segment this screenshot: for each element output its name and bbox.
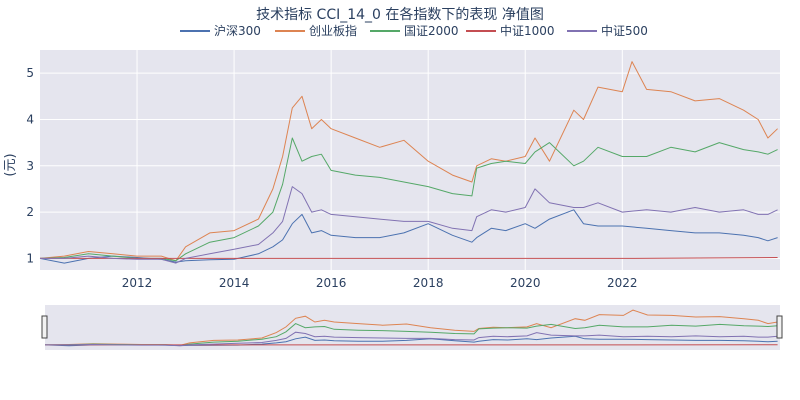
legend-item[interactable]: 中证1000 xyxy=(466,23,555,38)
series-line-4 xyxy=(40,186,778,264)
chart-title: 技术指标 CCI_14_0 在各指数下的表现 净值图 xyxy=(256,7,544,23)
plot-area[interactable] xyxy=(40,50,780,270)
series-line-0 xyxy=(39,209,778,264)
y-tick-label: 4 xyxy=(26,112,34,126)
range-slider[interactable] xyxy=(45,305,780,350)
slider-series-line-1 xyxy=(44,309,778,346)
slider-series-line-2 xyxy=(44,323,778,346)
series-line-1 xyxy=(39,61,778,262)
x-tick-label: 2020 xyxy=(510,276,541,290)
legend-label: 国证2000 xyxy=(404,24,459,38)
legend-item[interactable]: 沪深300 xyxy=(180,24,261,38)
slider-handle-icon[interactable] xyxy=(776,315,783,339)
x-tick-label: 2022 xyxy=(607,276,638,290)
series-lines xyxy=(39,61,778,264)
x-tick-label: 2018 xyxy=(413,276,444,290)
slider-handle-icon[interactable] xyxy=(41,315,48,339)
y-axis-label: (元) xyxy=(3,153,18,176)
y-tick-label: 2 xyxy=(26,205,34,219)
x-tick-label: 2012 xyxy=(122,276,153,290)
legend-label: 中证1000 xyxy=(500,23,555,38)
range-slider-right-handle[interactable] xyxy=(776,315,783,339)
y-tick-label: 3 xyxy=(26,159,34,173)
x-axis-ticks: 2012 2014 2016 2018 2020 2022 xyxy=(122,276,638,290)
x-tick-label: 2016 xyxy=(316,276,347,290)
legend-item[interactable]: 创业板指 xyxy=(275,23,357,38)
series-line-2 xyxy=(39,137,778,262)
legend-label: 中证500 xyxy=(601,23,648,38)
range-slider-left-handle[interactable] xyxy=(41,315,48,339)
y-tick-label: 5 xyxy=(26,66,34,80)
y-tick-label: 1 xyxy=(26,251,34,265)
legend-label: 创业板指 xyxy=(309,23,357,38)
legend-item[interactable]: 国证2000 xyxy=(370,24,459,38)
range-slider-preview xyxy=(44,309,778,347)
legend: 沪深300 创业板指 国证2000 中证1000 中证500 xyxy=(180,23,648,38)
y-axis-ticks: 1 2 3 4 5 xyxy=(26,66,34,265)
slider-series-line-4 xyxy=(45,331,778,347)
series-line-3 xyxy=(40,257,778,259)
legend-label: 沪深300 xyxy=(214,24,261,38)
legend-item[interactable]: 中证500 xyxy=(567,23,648,38)
x-tick-label: 2014 xyxy=(219,276,250,290)
